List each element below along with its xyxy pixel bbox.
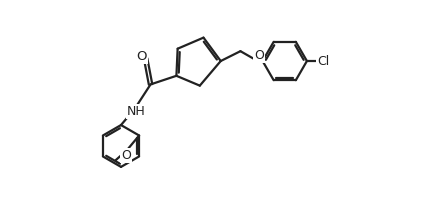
Text: O: O bbox=[121, 149, 131, 162]
Text: NH: NH bbox=[127, 105, 145, 118]
Text: O: O bbox=[136, 50, 146, 63]
Text: O: O bbox=[253, 49, 263, 62]
Text: Cl: Cl bbox=[316, 54, 328, 68]
